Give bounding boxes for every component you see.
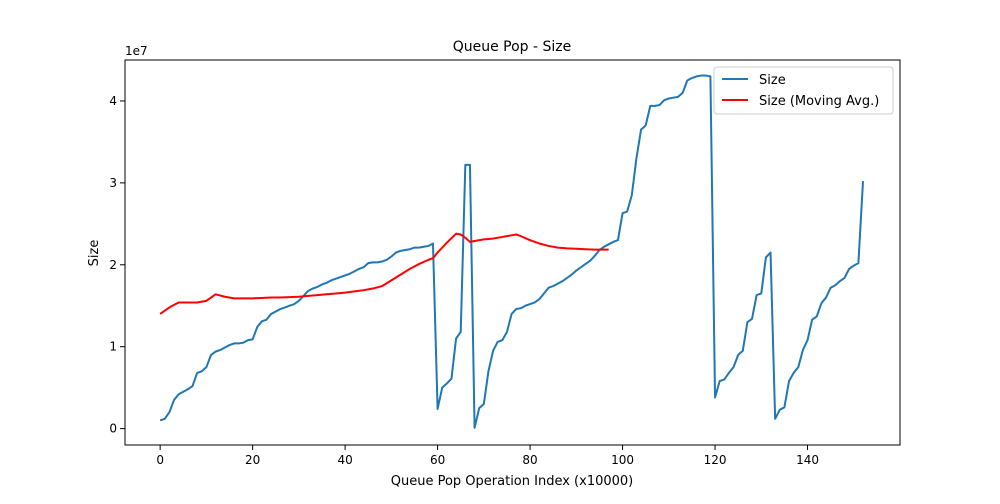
legend: Size Size (Moving Avg.) [713, 66, 894, 115]
x-tick-label: 140 [796, 453, 819, 467]
x-tick-label: 20 [245, 453, 260, 467]
x-axis-label: Queue Pop Operation Index (x10000) [391, 474, 634, 489]
x-axis-ticks: 0 20 40 60 80 100 120 140 [156, 445, 819, 467]
x-tick-label: 0 [156, 453, 164, 467]
y-axis-ticks: 0 1 2 3 4 [109, 94, 125, 436]
x-tick-label: 60 [430, 453, 445, 467]
y-tick-label: 1 [109, 340, 117, 354]
y-axis-label: Size [87, 240, 102, 267]
y-axis-offset-label: 1e7 [125, 44, 148, 58]
series-layer [159, 74, 865, 429]
y-tick-label: 4 [109, 94, 117, 108]
plot-area: 0 20 40 60 80 100 120 140 0 1 2 3 4 [109, 59, 901, 467]
y-tick-label: 2 [109, 258, 117, 272]
y-tick-label: 3 [109, 176, 117, 190]
x-tick-label: 80 [522, 453, 537, 467]
x-tick-label: 100 [611, 453, 634, 467]
x-tick-label: 120 [704, 453, 727, 467]
legend-label-size: Size [759, 73, 786, 88]
series-line-moving-avg [159, 232, 609, 315]
series-line-size [159, 74, 865, 429]
legend-box [713, 66, 894, 115]
chart-title: Queue Pop - Size [453, 39, 572, 55]
y-tick-label: 0 [109, 422, 117, 436]
x-tick-label: 40 [337, 453, 352, 467]
axes-frame [124, 59, 901, 446]
legend-label-moving-avg: Size (Moving Avg.) [759, 94, 879, 109]
